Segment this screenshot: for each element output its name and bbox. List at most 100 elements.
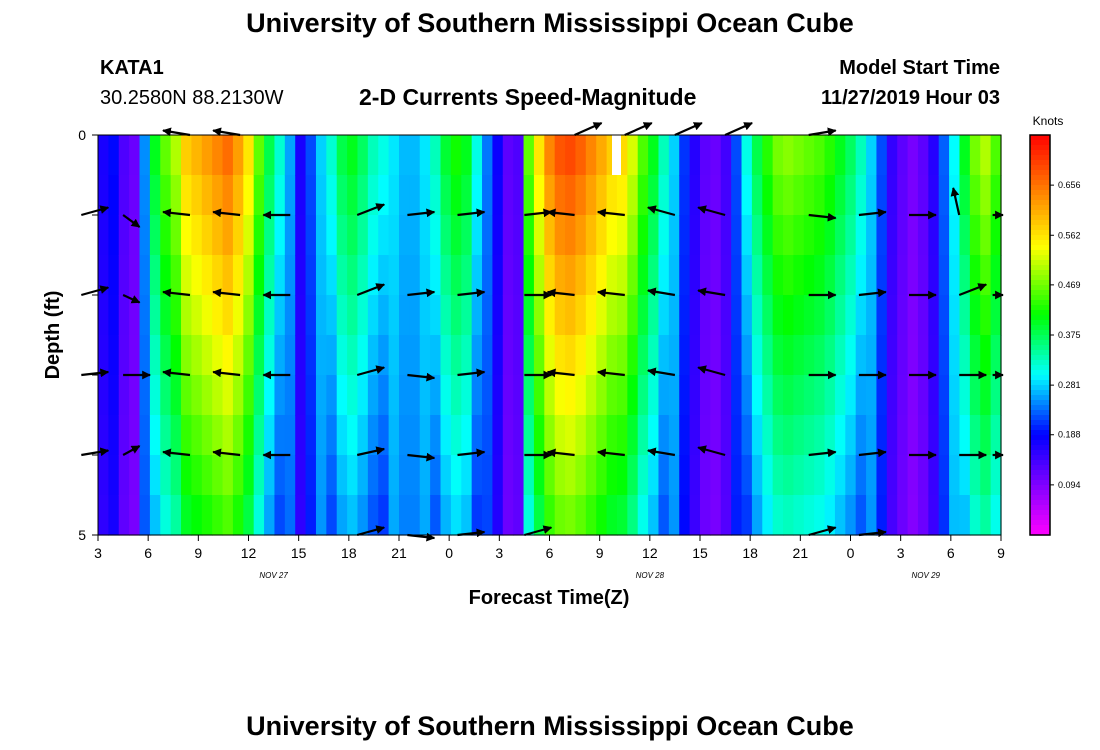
heatmap-cell — [897, 415, 909, 456]
heatmap-cell — [264, 215, 276, 256]
heatmap-cell — [98, 335, 109, 376]
x-tick-label: 21 — [391, 545, 407, 561]
heatmap-cell — [917, 375, 929, 416]
heatmap-cell — [689, 495, 701, 536]
heatmap-cell — [523, 495, 535, 536]
heatmap-cell — [315, 375, 327, 416]
heatmap-cell — [347, 175, 359, 216]
heatmap-cell — [751, 415, 763, 456]
heatmap-cell — [596, 135, 608, 176]
heatmap-cell — [814, 455, 826, 496]
heatmap-cell — [606, 335, 618, 376]
heatmap-cell — [513, 495, 525, 536]
heatmap-cell — [181, 175, 193, 216]
heatmap-cell — [606, 175, 618, 216]
heatmap-cell — [139, 495, 151, 536]
current-vector-arrow — [697, 205, 726, 217]
colorbar-segment — [1030, 440, 1050, 446]
heatmap-cell — [471, 295, 483, 336]
heatmap-cell — [938, 335, 950, 376]
colorbar-segment — [1030, 190, 1050, 196]
x-axis: 3 6 9 12 15 18 21 0 3 6 9 12 15 18 21 0 3 6 9 NOV 27 NOV 28 N… — [94, 535, 1005, 580]
heatmap-cell — [471, 215, 483, 256]
heatmap-cell — [834, 455, 846, 496]
colorbar-segment — [1030, 490, 1050, 496]
colorbar-segment — [1030, 230, 1050, 236]
current-vector-arrow — [407, 288, 436, 298]
heatmap-cell — [222, 135, 234, 176]
heatmap-cell — [700, 215, 711, 256]
heatmap-cell — [212, 495, 224, 536]
heatmap-cell — [907, 335, 919, 376]
heatmap-cell — [212, 135, 224, 176]
heatmap-cell — [689, 335, 701, 376]
heatmap-cell — [253, 335, 265, 376]
heatmap-cell — [554, 215, 566, 256]
heatmap-cell — [367, 415, 379, 456]
heatmap-cell — [866, 375, 878, 416]
heatmap-cell — [108, 255, 120, 296]
heatmap-cell — [585, 215, 597, 256]
current-vector-arrow — [808, 127, 837, 137]
heatmap-cell — [367, 215, 379, 256]
heatmap-cell — [814, 135, 826, 176]
heatmap-cell — [523, 175, 535, 216]
heatmap-cell — [326, 415, 338, 456]
heatmap-cell — [668, 375, 680, 416]
heatmap-cell — [544, 175, 556, 216]
heatmap-cell — [866, 215, 878, 256]
heatmap-cell — [731, 495, 743, 536]
heatmap-cell — [533, 495, 545, 536]
heatmap-cell — [502, 415, 514, 456]
speed-heatmap — [98, 135, 1002, 536]
current-vector-arrow — [212, 368, 241, 378]
colorbar-segment — [1030, 475, 1050, 481]
heatmap-cell — [149, 415, 161, 456]
heatmap-cell — [253, 135, 265, 176]
heatmap-cell — [720, 135, 732, 176]
heatmap-cell — [596, 295, 608, 336]
heatmap-cell — [482, 375, 494, 416]
heatmap-cell — [388, 295, 400, 336]
heatmap-cell — [658, 415, 670, 456]
heatmap-cell — [419, 495, 431, 536]
heatmap-cell — [648, 415, 660, 456]
colorbar-segment — [1030, 515, 1050, 521]
heatmap-cell — [565, 495, 577, 536]
heatmap-cell — [181, 335, 193, 376]
heatmap-cell — [710, 175, 722, 216]
heatmap-cell — [430, 175, 442, 216]
heatmap-cell — [232, 175, 244, 216]
heatmap-cell — [502, 295, 514, 336]
heatmap-cell — [315, 495, 327, 536]
heatmap-cell — [409, 175, 421, 216]
heatmap-cell — [855, 335, 867, 376]
heatmap-cell — [181, 295, 193, 336]
heatmap-cell — [419, 215, 431, 256]
heatmap-cell — [938, 295, 950, 336]
heatmap-cell — [222, 175, 234, 216]
heatmap-cell — [720, 295, 732, 336]
heatmap-cell — [917, 215, 929, 256]
heatmap-cell — [834, 335, 846, 376]
colorbar-segment — [1030, 295, 1050, 301]
heatmap-cell — [834, 135, 846, 176]
heatmap-cell — [523, 455, 535, 496]
heatmap-cell — [430, 455, 442, 496]
heatmap-cell — [928, 335, 940, 376]
heatmap-cell — [253, 495, 265, 536]
heatmap-cell — [305, 255, 317, 296]
heatmap-cell — [513, 255, 525, 296]
heatmap-cell — [274, 415, 286, 456]
heatmap-cell — [627, 415, 639, 456]
heatmap-cell — [450, 135, 462, 176]
heatmap-cell — [388, 215, 400, 256]
heatmap-cell — [160, 455, 172, 496]
colorbar-segment — [1030, 495, 1050, 501]
heatmap-cell — [554, 415, 566, 456]
current-vector-arrow — [162, 368, 191, 378]
current-vector-arrow — [647, 205, 676, 217]
heatmap-cell — [305, 295, 317, 336]
heatmap-cell — [575, 255, 587, 296]
heatmap-cell — [378, 255, 390, 296]
